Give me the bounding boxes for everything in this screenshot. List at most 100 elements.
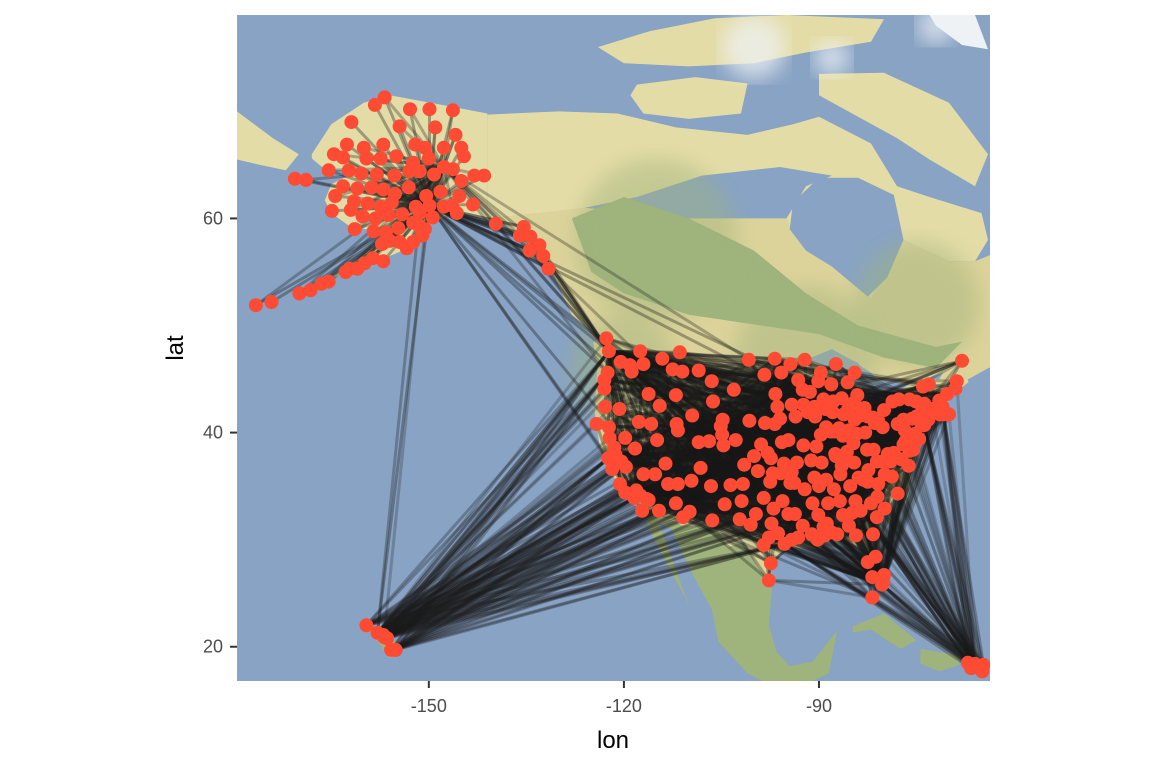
airport-point xyxy=(641,493,656,507)
network-edge xyxy=(632,378,800,500)
network-edge xyxy=(607,349,857,375)
airport-point xyxy=(354,166,369,181)
airport-point xyxy=(691,363,706,378)
network-edge xyxy=(866,405,944,564)
airport-point xyxy=(715,412,730,427)
ice-texture xyxy=(918,15,955,44)
network-edge xyxy=(783,542,977,666)
network-edge xyxy=(595,370,684,426)
network-edge xyxy=(880,583,970,665)
network-edge xyxy=(645,358,751,501)
network-edge xyxy=(381,496,636,637)
network-edge xyxy=(741,378,800,486)
airport-point xyxy=(541,261,556,276)
network-edge xyxy=(394,371,610,652)
airport-point xyxy=(384,195,399,210)
network-edge xyxy=(394,410,835,652)
ice-texture xyxy=(722,15,786,79)
airport-point xyxy=(776,456,791,471)
network-edge xyxy=(607,349,892,463)
network-edge xyxy=(607,349,842,476)
airport-point xyxy=(264,295,279,309)
network-edge xyxy=(720,418,857,437)
alaska-land xyxy=(311,95,553,278)
network-edge xyxy=(880,449,911,587)
airport-point xyxy=(635,503,650,518)
airport-point xyxy=(672,345,687,360)
network-edge xyxy=(394,378,800,652)
airport-point xyxy=(350,181,365,196)
network-edge xyxy=(720,405,944,437)
network-edge xyxy=(389,433,724,652)
network-edge xyxy=(382,378,800,639)
network-edge xyxy=(814,445,977,666)
network-edge xyxy=(389,507,775,652)
network-edge xyxy=(376,501,678,635)
network-edge xyxy=(383,95,431,208)
network-edge xyxy=(889,460,977,666)
network-edge xyxy=(674,501,727,506)
network-edge xyxy=(606,371,679,426)
network-edge xyxy=(775,405,857,503)
airport-point xyxy=(436,140,451,155)
airport-point xyxy=(359,618,374,633)
airport-point xyxy=(359,151,374,166)
network-edge xyxy=(617,378,800,411)
vegetation-texture xyxy=(575,158,738,321)
airport-point xyxy=(598,399,612,414)
network-edge xyxy=(767,578,874,599)
network-edge xyxy=(389,501,678,652)
airport-point xyxy=(877,501,892,516)
network-edge xyxy=(732,357,777,392)
network-edge xyxy=(610,451,770,471)
chukotka-land xyxy=(237,111,299,171)
network-edge xyxy=(834,362,905,422)
airport-point xyxy=(706,394,720,409)
network-edge xyxy=(607,349,816,480)
airport-point xyxy=(717,497,732,512)
network-edge xyxy=(947,412,977,666)
network-edge xyxy=(831,410,984,673)
airport-point xyxy=(631,414,646,429)
network-edge xyxy=(389,542,786,652)
network-edge xyxy=(922,423,973,670)
network-edge xyxy=(763,421,775,511)
airport-point xyxy=(395,207,410,222)
airport-point xyxy=(466,197,480,212)
airport-point xyxy=(770,399,785,414)
airport-point xyxy=(797,352,812,367)
airport-point xyxy=(732,512,747,527)
network-edge xyxy=(641,445,818,476)
network-edge xyxy=(381,501,678,637)
network-edge xyxy=(900,457,977,666)
network-edge xyxy=(955,379,977,666)
network-edge xyxy=(595,422,724,437)
network-edge xyxy=(922,423,980,668)
network-edge xyxy=(364,371,610,627)
network-edge xyxy=(675,422,732,487)
network-edge xyxy=(376,510,692,635)
network-edge xyxy=(442,108,455,169)
airport-point xyxy=(814,455,829,470)
airport-point xyxy=(847,365,862,380)
network-edge xyxy=(442,165,611,353)
airport-point xyxy=(655,351,670,366)
network-edge xyxy=(619,451,770,463)
airport-point xyxy=(741,352,756,367)
network-edge xyxy=(364,496,636,627)
network-edge xyxy=(880,412,945,587)
y-axis-title: lat xyxy=(162,335,189,361)
network-edge xyxy=(442,165,498,226)
network-edge xyxy=(803,445,818,491)
y-tick-label: 40 xyxy=(203,423,223,443)
network-edge xyxy=(428,204,800,382)
network-edge xyxy=(628,363,638,492)
network-edge xyxy=(607,349,820,517)
airport-point xyxy=(841,423,856,438)
network-edge xyxy=(603,378,800,409)
airport-point xyxy=(865,590,880,605)
network-edge xyxy=(376,509,644,635)
network-edge xyxy=(633,447,775,511)
network-edge xyxy=(922,423,985,667)
network-edge xyxy=(382,349,611,639)
